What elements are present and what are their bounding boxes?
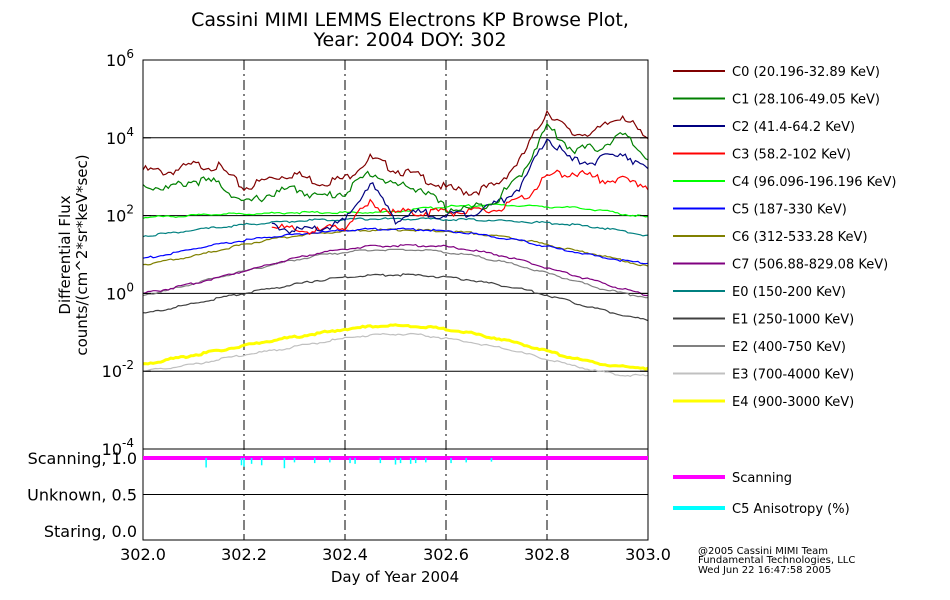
flux-grid xyxy=(143,60,648,540)
flux-axes: 106 104 102 100 10-2 10-4 xyxy=(102,47,649,459)
legend-label: C5 Anisotropy (%) xyxy=(732,502,850,517)
series-line-c3 xyxy=(271,169,649,236)
x-tick-label: 302.6 xyxy=(423,545,469,564)
legend-label: Scanning xyxy=(732,471,792,486)
legend: C0 (20.196-32.89 KeV) C1 (28.106-49.05 Ke… xyxy=(673,65,896,517)
y-tick-label: 102 xyxy=(106,203,134,226)
legend-label: C6 (312-533.28 KeV) xyxy=(732,230,868,245)
footer-line2: Fundamental Technologies, LLC xyxy=(698,555,856,566)
y-axis-label-line2: counts/(cm^2*sr*keV*sec) xyxy=(73,154,91,355)
series-line-e4 xyxy=(142,323,649,371)
series-line-c2 xyxy=(271,138,649,235)
series-line-c1 xyxy=(142,122,649,214)
x-tick-label: 302.0 xyxy=(120,545,166,564)
x-tick-label: 303.0 xyxy=(625,545,671,564)
y-tick-label: 10-4 xyxy=(102,436,134,459)
series-line-c0 xyxy=(142,109,649,196)
legend-label: E0 (150-200 KeV) xyxy=(732,285,846,300)
legend-label: C7 (506.88-829.08 KeV) xyxy=(732,258,888,273)
series-line-c7 xyxy=(142,243,648,297)
mode-tick-label: Staring, 0.0 xyxy=(44,522,137,541)
chart-title-line1: Cassini MIMI LEMMS Electrons KP Browse P… xyxy=(191,9,629,31)
mode-tick-label: Scanning, 1.0 xyxy=(28,449,137,468)
legend-label: C0 (20.196-32.89 KeV) xyxy=(732,65,880,80)
legend-label: E4 (900-3000 KeV) xyxy=(732,395,854,410)
y-tick-label: 104 xyxy=(106,125,134,148)
series-line-e2 xyxy=(142,248,649,299)
flux-plot-frame xyxy=(142,59,649,450)
mode-tick-label: Unknown, 0.5 xyxy=(27,486,137,505)
series-line-e1 xyxy=(142,273,649,322)
y-tick-label: 106 xyxy=(106,47,134,70)
flux-series xyxy=(142,109,649,377)
series-line-e3 xyxy=(142,332,649,377)
legend-label: E2 (400-750 KeV) xyxy=(732,340,846,355)
footer-line1: @2005 Cassini MIMI Team xyxy=(698,546,828,557)
series-line-c5 xyxy=(142,227,649,265)
x-tick-label: 302.8 xyxy=(524,545,570,564)
x-axis-label: Day of Year 2004 xyxy=(331,568,459,586)
legend-label: E3 (700-4000 KeV) xyxy=(732,368,854,383)
chart-title-line2: Year: 2004 DOY: 302 xyxy=(313,29,507,51)
y-axis-label-line1: Differential Flux xyxy=(56,195,74,314)
x-tick-label: 302.2 xyxy=(221,545,267,564)
series-line-c6 xyxy=(142,228,649,267)
legend-label: C5 (187-330 KeV) xyxy=(732,203,847,218)
series-line-e0 xyxy=(142,217,649,238)
y-tick-label: 10-2 xyxy=(102,358,134,381)
legend-label: C4 (96.096-196.196 KeV) xyxy=(732,175,896,190)
x-tick-label: 302.4 xyxy=(322,545,368,564)
legend-label: E1 (250-1000 KeV) xyxy=(732,313,854,328)
legend-label: C3 (58.2-102 KeV) xyxy=(732,148,851,163)
footer-line3: Wed Jun 22 16:47:58 2005 xyxy=(698,565,832,576)
y-tick-label: 100 xyxy=(106,280,134,303)
legend-label: C2 (41.4-64.2 KeV) xyxy=(732,120,855,135)
series-line-c4 xyxy=(142,203,649,219)
legend-label: C1 (28.106-49.05 KeV) xyxy=(732,93,880,108)
mode-panel: Scanning, 1.0 Unknown, 0.5 Staring, 0.0 302… xyxy=(27,448,671,564)
